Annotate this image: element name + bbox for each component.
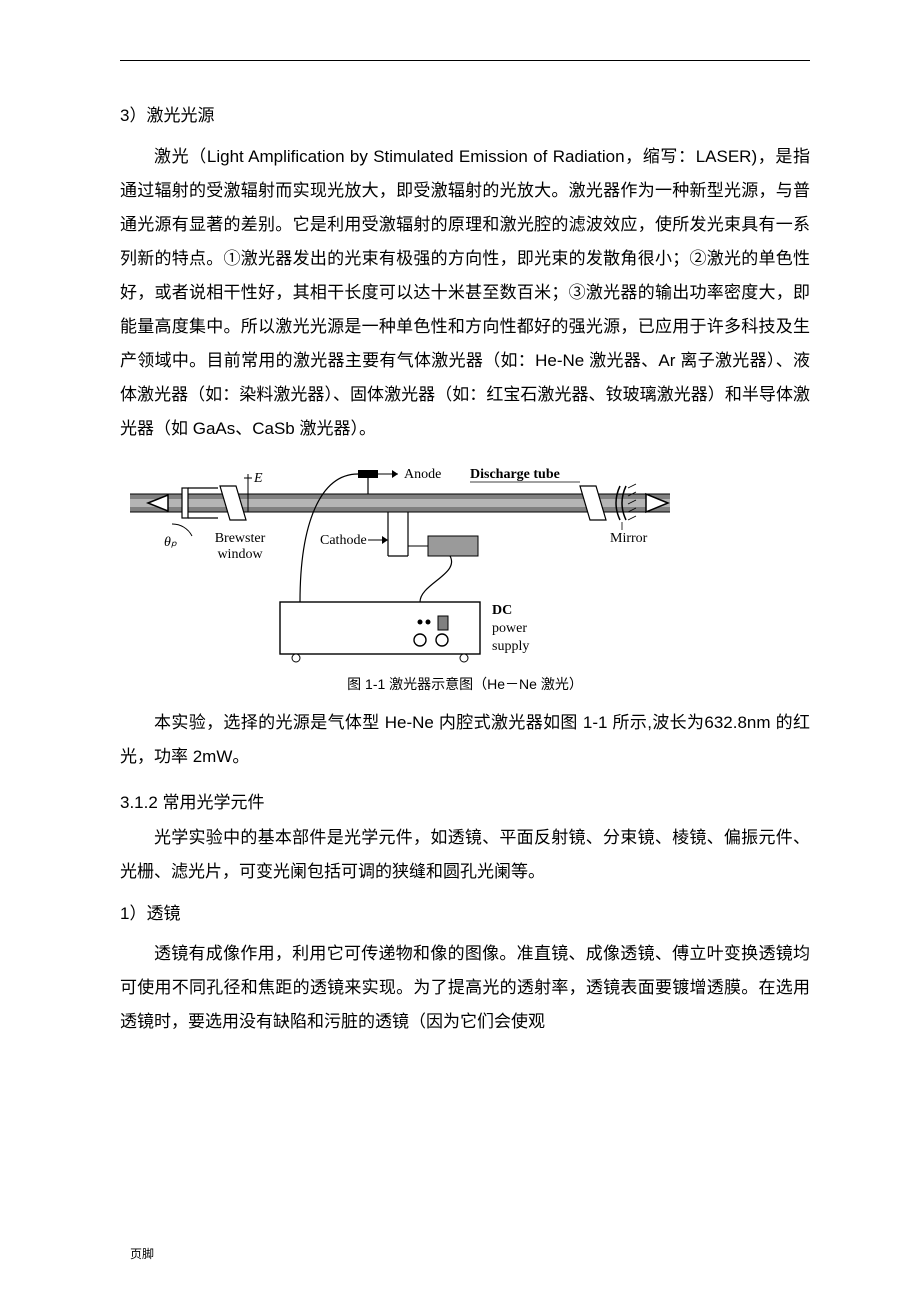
heading-312: 3.1.2 常用光学元件 — [120, 788, 810, 813]
paragraph-laser-intro: 激光（Light Amplification by Stimulated Emi… — [120, 140, 810, 446]
figure-caption: 图 1-1 激光器示意图（He－Ne 激光） — [120, 674, 810, 694]
paragraph-lens: 透镜有成像作用，利用它可传递物和像的图像。准直镜、成像透镜、傅立叶变换透镜均可使… — [120, 937, 810, 1039]
label-discharge: Discharge tube — [470, 467, 560, 482]
label-brewster-1: Brewster — [215, 531, 266, 546]
label-dc-3: supply — [492, 639, 529, 654]
paragraph-optical-components: 光学实验中的基本部件是光学元件，如透镜、平面反射镜、分束镜、棱镜、偏振元件、光栅… — [120, 821, 810, 889]
label-anode: Anode — [404, 467, 441, 482]
dc-power-supply-box — [280, 602, 480, 654]
label-mirror: Mirror — [610, 531, 648, 546]
label-dc-1: DC — [492, 603, 512, 618]
label-cathode: Cathode — [320, 533, 367, 548]
heading-laser-source: 3）激光光源 — [120, 101, 810, 132]
cathode-block — [428, 536, 478, 556]
label-brewster-2: window — [217, 547, 263, 562]
label-E: E — [253, 471, 263, 486]
page-footer: 页脚 — [130, 1245, 154, 1262]
top-rule — [120, 60, 810, 61]
label-theta: θₚ — [164, 535, 177, 550]
laser-diagram: E θₚ Brewster window Anode Discharge tub… — [120, 464, 810, 664]
label-dc-2: power — [492, 621, 527, 636]
anode-terminal — [358, 470, 378, 478]
paragraph-experiment-source: 本实验，选择的光源是气体型 He-Ne 内腔式激光器如图 1-1 所示,波长为6… — [120, 706, 810, 774]
heading-lens: 1）透镜 — [120, 899, 810, 930]
